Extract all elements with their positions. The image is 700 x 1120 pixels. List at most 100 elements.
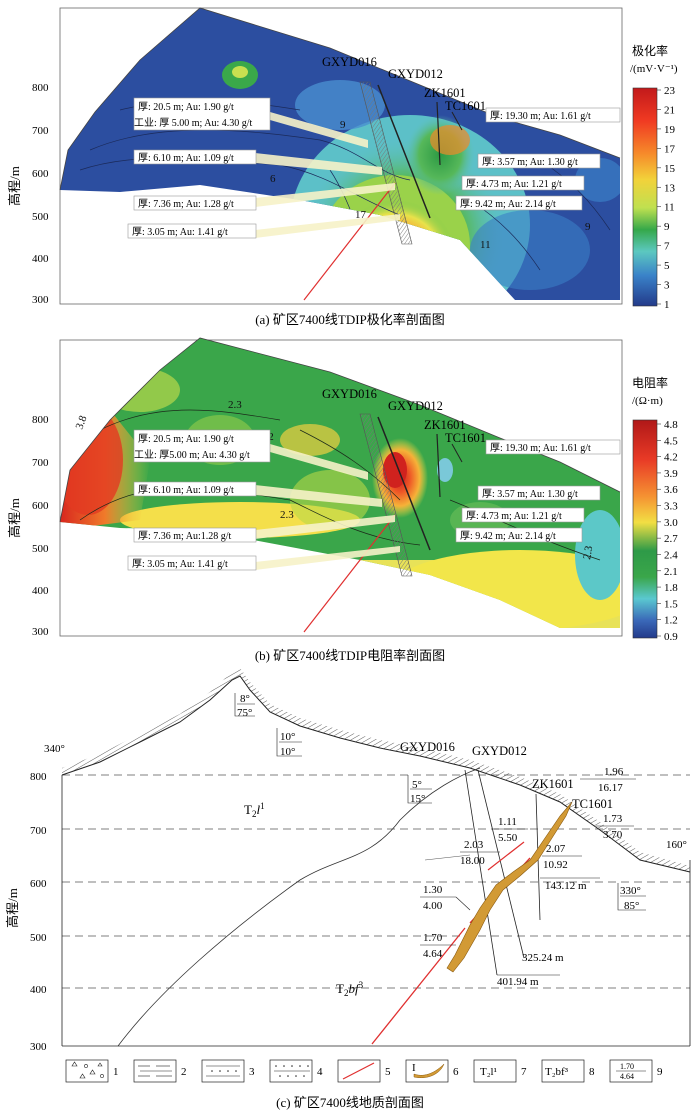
colorbar-tick-label: 21 [664,104,675,116]
svg-text:8: 8 [589,1066,595,1078]
contour-label: 6 [270,173,276,185]
contour-label: 9 [340,119,346,131]
fault-line [303,514,396,633]
panel-b: 3.8 2.3 2.2 2.3 2.3 GXYD016 GXYD012 ZK16… [7,337,678,643]
borehole-label: GXYD016 [322,387,377,401]
annotation-callouts-a: 厚: 20.5 m; Au: 1.90 g/t 工业: 厚 5.00 m; Au… [127,97,621,239]
assay-fraction: 2.07 10.92 [542,843,582,871]
colorbar-tick-label: 1.5 [664,598,678,610]
contour-label: 2.3 [228,399,242,411]
y-axis-label: 高程/m [7,166,22,206]
annotation-text: 厚: 9.42 m; Au: 2.14 g/t [460,530,556,542]
colorbar-tick-label: 1.8 [664,582,678,594]
assay-fraction: 1.11 5.50 [494,816,528,844]
y-tick: 600 [30,878,47,890]
y-tick: 800 [32,82,49,94]
fault-line [303,182,396,301]
contour-label: 2.3 [280,509,294,521]
depth-label: 325.24 m [522,952,564,964]
annotation-text: 厚: 19.30 m; Au: 1.61 g/t [490,442,591,454]
colorbar-tick-label: 3.6 [664,484,678,496]
borehole-gxyd012 [377,416,431,551]
annotation-text: 厚: 3.05 m; Au: 1.41 g/t [132,558,228,570]
svg-text:9: 9 [657,1066,663,1078]
y-tick: 600 [32,500,49,512]
y-tick: 500 [32,543,49,555]
annotation-text: 厚: 4.73 m; Au: 1.21 g/t [466,178,562,190]
colorbar-tick-label: 3.3 [664,501,678,513]
borehole-label: ZK1601 [424,86,466,100]
colorbar-tick-label: 5 [664,260,670,272]
fault-line [487,841,525,871]
azimuth-left: 340° [44,743,65,755]
svg-text:4: 4 [317,1066,323,1078]
borehole-label: ZK1601 [532,777,574,791]
annotation-text: 工业: 厚5.00 m; Au: 4.30 g/t [134,449,250,461]
svg-text:5°: 5° [412,779,422,791]
svg-text:15°: 15° [410,793,425,805]
ore-body [446,801,573,973]
attitude-10-10: 10° 10° [276,728,302,758]
legend: 1 2 3 4 5 I 6 T₂l¹ 7 T₂bf³ 8 [65,1059,663,1083]
annotation-text: 厚: 6.10 m; Au: 1.09 g/t [138,484,234,496]
svg-text:4.00: 4.00 [423,900,443,912]
svg-text:5: 5 [385,1066,391,1078]
y-tick: 500 [30,932,47,944]
y-tick: 300 [30,1041,47,1053]
annotation-text: 厚: 4.73 m; Au: 1.21 g/t [466,510,562,522]
borehole-label: GXYD012 [388,67,443,81]
borehole-label: TC1601 [445,99,486,113]
panel-a-topography [59,7,621,191]
borehole-label: GXYD016 [400,740,455,754]
y-tick: 400 [32,585,49,597]
colorbar-tick-label: 3.9 [664,468,678,480]
y-tick: 700 [30,825,47,837]
colorbar-tick-label: 2.7 [664,533,678,545]
annotation-text: 厚: 9.42 m; Au: 2.14 g/t [460,198,556,210]
svg-text:4.64: 4.64 [620,1072,634,1081]
svg-text:3.70: 3.70 [603,829,623,841]
colorbar-tick-label: 4.8 [664,419,678,431]
legend-swatch-strata-upper [473,1059,517,1083]
trench-tc1601 [451,443,463,463]
y-tick: 800 [30,771,47,783]
colorbar-tick-label: 9 [664,221,670,233]
svg-text:1: 1 [113,1066,119,1078]
svg-text:18.00: 18.00 [460,855,485,867]
annotation-text: 厚: 7.36 m; Au: 1.28 g/t [138,198,234,210]
colorbar-unit: /(mV·V⁻¹) [630,63,678,75]
assay-fraction: 1.73 3.70 [596,813,634,841]
attitude-5-15: 5° 15° [407,775,432,805]
depth-label: 143.12 m [545,880,587,892]
svg-text:10.92: 10.92 [543,859,568,871]
svg-text:1.73: 1.73 [603,813,623,825]
colorbar-title: 极化率 [632,43,668,58]
annotation-callouts-b: 厚: 20.5 m; Au: 1.90 g/t 工业: 厚5.00 m; Au:… [127,429,621,571]
y-tick: 800 [32,414,49,426]
panel-b-caption: (b) 矿区7400线TDIP电阻率剖面图 [255,648,445,663]
fault-line [371,927,466,1045]
colorbar-tick-label: 17 [664,143,676,155]
y-tick: 700 [32,457,49,469]
panel-b-frame [59,339,623,637]
svg-text:1.11: 1.11 [498,816,517,828]
svg-text:1.30: 1.30 [423,884,443,896]
panel-c: 800 700 600 500 400 300 高程/m 340° 160° 8… [5,668,691,1083]
legend-swatch-strata-lower [541,1059,585,1083]
panel-a-frame [59,7,623,305]
assay-fraction: 1.96 16.17 [580,766,636,794]
colorbar-tick-label: 1 [664,299,670,311]
svg-text:1.96: 1.96 [604,766,624,778]
svg-text:10°: 10° [280,746,295,758]
svg-text:7: 7 [521,1066,527,1078]
strata-label-upper: T2l1 [244,801,265,819]
svg-text:3: 3 [249,1066,255,1078]
annotation-text: 厚: 7.36 m; Au:1.28 g/t [138,530,232,542]
colorbar-tick-label: 4.2 [664,452,678,464]
leader-line [424,854,471,861]
y-tick: 400 [30,984,47,996]
borehole-label: GXYD012 [472,744,527,758]
annotation-text: 厚: 20.5 m; Au: 1.90 g/t [138,433,234,445]
borehole-label: TC1601 [572,797,613,811]
